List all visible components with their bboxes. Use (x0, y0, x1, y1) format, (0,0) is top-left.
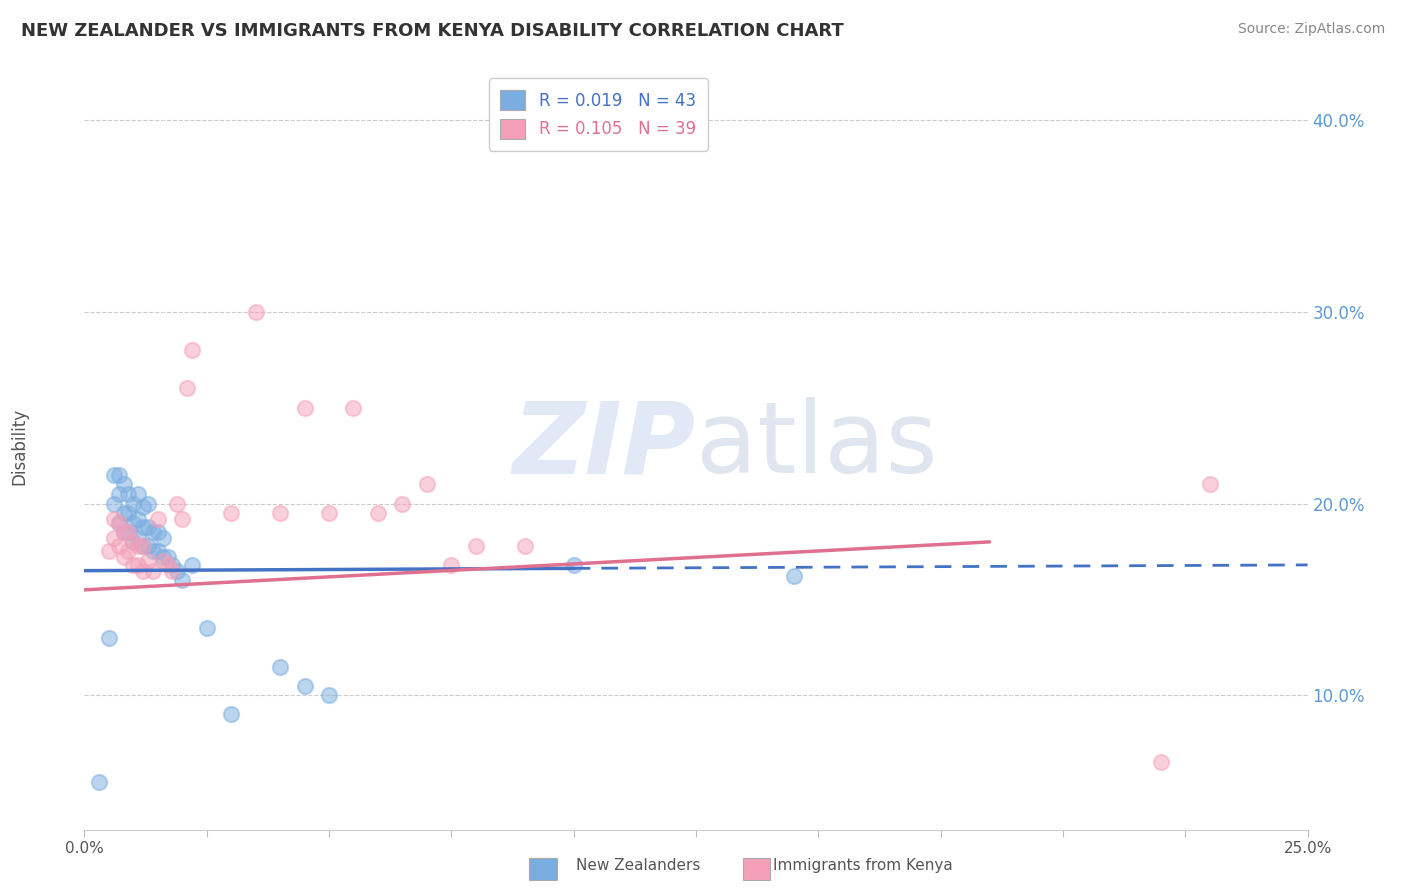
Point (117, 487, 139, 501)
FancyBboxPatch shape (742, 857, 770, 880)
Point (245, 305, 267, 319)
Point (142, 525, 165, 540)
Point (219, 707, 242, 722)
Point (219, 506, 242, 520)
Point (107, 487, 129, 501)
Point (103, 531, 125, 545)
Point (146, 512, 169, 526)
Point (107, 516, 129, 530)
Point (318, 689, 340, 703)
Point (181, 558, 204, 572)
Point (136, 554, 159, 568)
Point (166, 564, 188, 578)
Point (132, 564, 155, 578)
Text: ZIP: ZIP (513, 398, 696, 494)
Point (181, 343, 204, 357)
Point (117, 525, 139, 540)
Point (342, 401, 364, 415)
Point (97, 631, 120, 645)
Point (132, 539, 155, 553)
Point (136, 496, 159, 510)
Point (166, 496, 188, 510)
Point (783, 569, 806, 583)
Point (172, 574, 194, 588)
Point (142, 564, 165, 578)
Point (136, 539, 159, 553)
Point (97, 544, 120, 558)
Point (112, 550, 135, 565)
FancyBboxPatch shape (529, 857, 557, 880)
Point (112, 525, 135, 540)
Point (294, 401, 316, 415)
Point (172, 512, 194, 526)
Point (195, 621, 218, 635)
Point (112, 506, 135, 520)
Point (367, 506, 389, 520)
Point (122, 535, 145, 549)
Point (132, 519, 155, 533)
Point (103, 496, 125, 510)
Point (391, 496, 413, 510)
Point (162, 558, 184, 572)
Point (1198, 477, 1220, 491)
Point (152, 550, 174, 565)
Text: atlas: atlas (696, 398, 938, 494)
Text: Immigrants from Kenya: Immigrants from Kenya (773, 858, 953, 872)
Text: NEW ZEALANDER VS IMMIGRANTS FROM KENYA DISABILITY CORRELATION CHART: NEW ZEALANDER VS IMMIGRANTS FROM KENYA D… (21, 22, 844, 40)
Point (416, 477, 439, 491)
Point (122, 558, 145, 572)
Point (122, 516, 145, 530)
Point (152, 531, 174, 545)
Point (318, 506, 340, 520)
Point (136, 519, 159, 533)
Point (152, 554, 174, 568)
Point (142, 544, 165, 558)
Legend: R = 0.019   N = 43, R = 0.105   N = 39: R = 0.019 N = 43, R = 0.105 N = 39 (489, 78, 707, 151)
Point (132, 500, 155, 515)
Point (122, 496, 145, 510)
Point (103, 467, 125, 482)
Point (156, 550, 179, 565)
Text: Source: ZipAtlas.com: Source: ZipAtlas.com (1237, 22, 1385, 37)
Point (156, 558, 179, 572)
Point (464, 539, 486, 553)
Point (107, 539, 129, 553)
Point (269, 506, 291, 520)
Point (440, 558, 463, 572)
Point (117, 544, 139, 558)
Point (294, 679, 316, 693)
Point (103, 512, 125, 526)
Y-axis label: Disability: Disability (11, 408, 28, 484)
Point (117, 506, 139, 520)
Point (1150, 756, 1173, 770)
Point (176, 382, 198, 396)
Point (562, 558, 585, 572)
Text: New Zealanders: New Zealanders (576, 858, 700, 872)
Point (122, 535, 145, 549)
Point (162, 564, 184, 578)
Point (87, 774, 110, 789)
Point (127, 512, 149, 526)
Point (146, 525, 169, 540)
Point (127, 487, 149, 501)
Point (127, 531, 149, 545)
Point (117, 525, 139, 540)
Point (112, 525, 135, 540)
Point (269, 659, 291, 673)
Point (107, 467, 129, 482)
Point (112, 477, 135, 491)
Point (132, 539, 155, 553)
Point (127, 558, 149, 572)
Point (146, 544, 169, 558)
Point (513, 539, 536, 553)
Point (127, 539, 149, 553)
Point (107, 516, 129, 530)
